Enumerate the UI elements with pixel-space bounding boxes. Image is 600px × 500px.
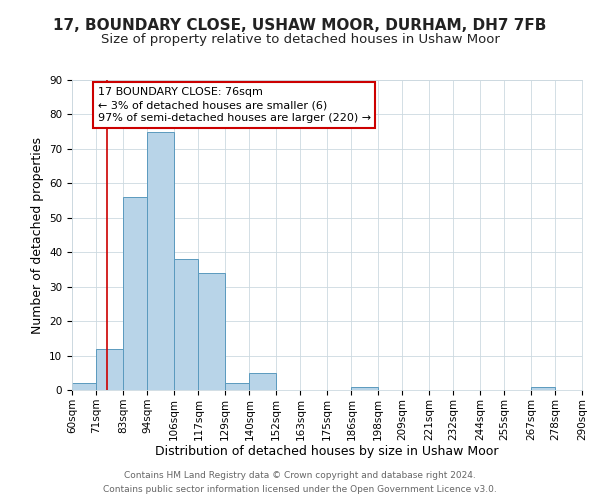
Bar — [123, 197, 148, 390]
Text: Contains HM Land Registry data © Crown copyright and database right 2024.: Contains HM Land Registry data © Crown c… — [124, 472, 476, 480]
Bar — [97, 348, 123, 390]
Y-axis label: Number of detached properties: Number of detached properties — [31, 136, 44, 334]
X-axis label: Distribution of detached houses by size in Ushaw Moor: Distribution of detached houses by size … — [155, 446, 499, 458]
Bar — [531, 386, 556, 390]
Bar — [225, 383, 250, 390]
Bar — [148, 132, 174, 390]
Text: Size of property relative to detached houses in Ushaw Moor: Size of property relative to detached ho… — [101, 32, 499, 46]
Bar — [174, 259, 199, 390]
Text: 17 BOUNDARY CLOSE: 76sqm
← 3% of detached houses are smaller (6)
97% of semi-det: 17 BOUNDARY CLOSE: 76sqm ← 3% of detache… — [97, 87, 371, 124]
Text: Contains public sector information licensed under the Open Government Licence v3: Contains public sector information licen… — [103, 484, 497, 494]
Bar — [199, 273, 225, 390]
Text: 17, BOUNDARY CLOSE, USHAW MOOR, DURHAM, DH7 7FB: 17, BOUNDARY CLOSE, USHAW MOOR, DURHAM, … — [53, 18, 547, 32]
Bar — [72, 383, 97, 390]
Bar — [250, 373, 276, 390]
Bar — [352, 386, 378, 390]
